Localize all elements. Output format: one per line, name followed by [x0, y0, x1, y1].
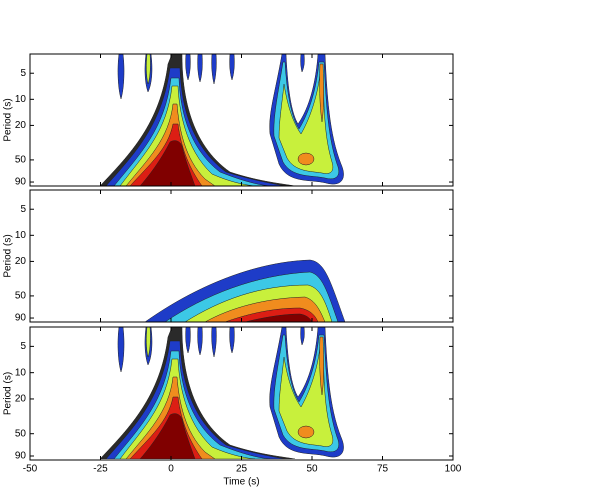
x-tick-label: 100 — [445, 464, 462, 475]
y-axis-label: Period (s) — [3, 98, 14, 141]
x-tick-label: -50 — [23, 464, 38, 475]
y-tick-label: 50 — [15, 291, 27, 302]
y-axis-label: Period (s) — [3, 234, 14, 277]
x-axis-label: Time (s) — [223, 477, 259, 488]
y-tick-label: 10 — [15, 230, 27, 241]
x-tick-label: 0 — [168, 464, 174, 475]
x-tick-label: -25 — [93, 464, 108, 475]
x-tick-label: 75 — [377, 464, 389, 475]
y-tick-label: 10 — [15, 367, 27, 378]
y-tick-label: 90 — [15, 451, 27, 462]
y-tick-label: 5 — [20, 204, 26, 215]
x-tick-label: 25 — [236, 464, 248, 475]
y-tick-label: 50 — [15, 428, 27, 439]
y-tick-label: 20 — [15, 256, 27, 267]
y-tick-label: 90 — [15, 313, 27, 324]
contour-plot — [99, 54, 344, 186]
y-axis-label: Period (s) — [3, 372, 14, 415]
y-tick-label: 20 — [15, 394, 27, 405]
y-tick-label: 90 — [15, 177, 27, 188]
y-tick-label: 20 — [15, 120, 27, 131]
y-tick-label: 5 — [20, 341, 26, 352]
y-tick-label: 5 — [20, 68, 26, 79]
x-tick-label: 50 — [306, 464, 318, 475]
contour-plot — [144, 259, 346, 322]
plot-frame — [29, 326, 454, 461]
contour-fill — [99, 327, 344, 459]
contour-plot — [99, 327, 344, 459]
y-tick-label: 50 — [15, 155, 27, 166]
contour-fill — [99, 54, 344, 186]
y-tick-label: 10 — [15, 94, 27, 105]
plot-frame — [29, 53, 454, 187]
contour-fill — [144, 259, 346, 322]
